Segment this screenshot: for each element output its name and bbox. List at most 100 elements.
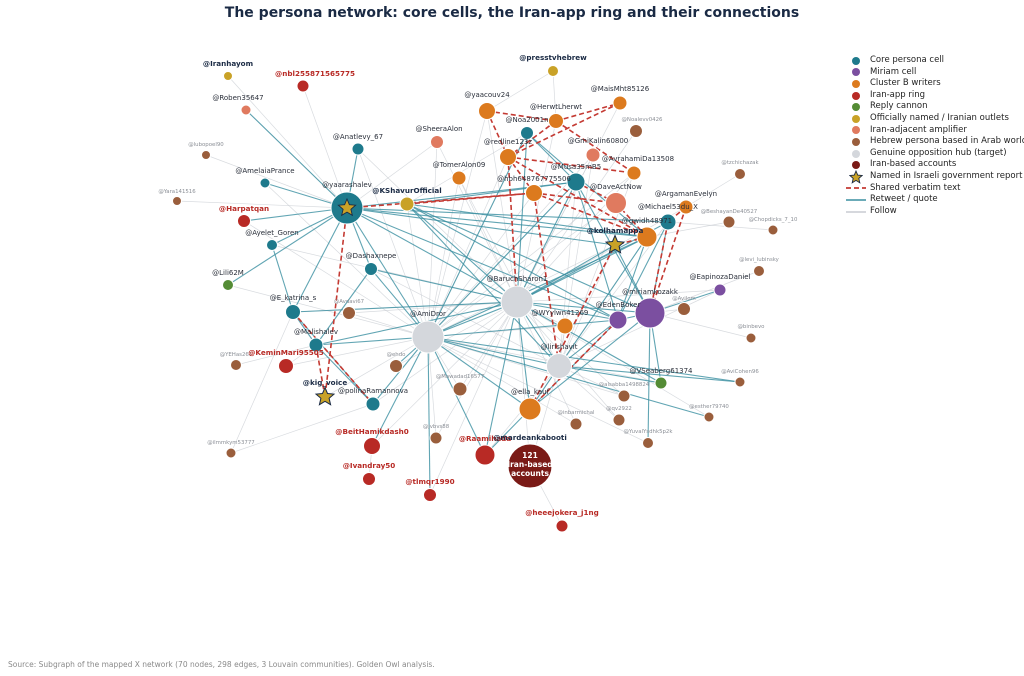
- node-lubopoel: [201, 150, 211, 160]
- legend-label: Core persona cell: [870, 55, 945, 65]
- shared-text-edge: [533, 192, 560, 367]
- legend-item: Cluster B writers: [846, 78, 1024, 90]
- node-musa: [566, 172, 586, 192]
- retweet-edge: [406, 203, 518, 303]
- retweet-edge: [243, 207, 348, 222]
- retweet-edge: [427, 336, 741, 383]
- legend-swatch-iranBased: [846, 160, 866, 170]
- retweet-edge: [427, 181, 577, 338]
- retweet-edge: [370, 268, 518, 303]
- node-label-edenboker: @EdenBoker: [596, 301, 641, 309]
- node-label-raamihada: @Raamihada: [459, 434, 511, 443]
- follow-edge: [427, 177, 460, 338]
- retweet-edge: [516, 301, 619, 321]
- legend-item: Shared verbatim text: [846, 183, 1024, 195]
- node-label-dashax: @Dashaxnepe: [346, 252, 397, 260]
- node-miriam: [634, 297, 666, 329]
- follow-edge: [227, 75, 348, 209]
- node-gwidh: [636, 226, 658, 248]
- node-ytehas: [230, 359, 242, 371]
- node-labels: @Iranhayom @nbl255871565775 @Roben35647 @pr…: [158, 53, 798, 517]
- node-label-jvbvs: @jvbvs88: [423, 424, 450, 430]
- shared-text-edge: [555, 102, 621, 122]
- node-label-tomer: @TomerAlon09: [433, 161, 486, 169]
- node-noalev: [629, 124, 643, 138]
- node-label-argaman: @ArgamanEvelyn: [655, 190, 717, 198]
- retweet-edge: [271, 244, 294, 313]
- legend-item: Follow: [846, 206, 1024, 218]
- node-label-herwt: @HerwtLherwt: [530, 103, 582, 111]
- retweet-edge: [427, 236, 648, 338]
- node-amelaia: [259, 177, 271, 189]
- node-label-michael: @Michael53du_X: [638, 203, 698, 211]
- shared-text-edge: [529, 319, 619, 410]
- node-label-vseaberg: @VSeaberg61374: [629, 367, 693, 375]
- retweet-edge: [406, 203, 651, 314]
- node-yuvalyh: [642, 437, 654, 449]
- legend-label: Hebrew persona based in Arab world: [870, 136, 1024, 147]
- retweet-edge: [346, 207, 518, 303]
- follow-edge: [436, 141, 518, 303]
- node-label-binbevo: @binbevo: [738, 324, 765, 330]
- node-esther: [703, 411, 715, 423]
- follow-edge: [372, 301, 518, 405]
- follow-edge: [427, 156, 509, 338]
- node-nbl: [296, 79, 310, 93]
- retweet-edge: [529, 236, 648, 410]
- retweet-edge: [371, 336, 429, 447]
- legend-swatch-reply: [846, 102, 866, 112]
- legend-item: Officially named / Iranian outlets: [846, 113, 1024, 125]
- node-label-chopdicks: @Chopdicks_7_10: [749, 217, 798, 223]
- iran-based-text: Iran-based: [507, 460, 552, 469]
- node-daveact: [605, 192, 627, 214]
- node-yara: [172, 196, 182, 206]
- legend-swatch-iranAdj: [846, 125, 866, 135]
- retweet-edge: [575, 181, 619, 321]
- follow-edge: [371, 301, 518, 447]
- follow-edge: [558, 289, 721, 367]
- follow-edge: [552, 70, 557, 122]
- retweet-edge: [516, 301, 531, 410]
- node-sheera: [430, 135, 444, 149]
- node-label-qv2922: @qv2922: [606, 406, 632, 412]
- chart-title: The persona network: core cells, the Ira…: [224, 5, 800, 21]
- retweet-edge: [427, 336, 531, 410]
- follow-edge: [558, 244, 616, 367]
- node-hbh: [525, 184, 543, 202]
- follow-edge: [346, 141, 438, 209]
- legend-label: Reply cannon: [870, 101, 928, 112]
- shared-text-edge: [346, 192, 535, 209]
- node-binbevo: [745, 332, 757, 344]
- retweet-edge: [484, 301, 518, 456]
- retweet-edge: [427, 336, 710, 418]
- node-label-presstv: @presstvhebrew: [519, 53, 587, 62]
- node-yaacouv: [478, 102, 496, 120]
- shared-text-edge: [507, 156, 648, 238]
- node-label-noalev: @Noalevv0426: [622, 117, 664, 123]
- node-label-amidror: @AmiDror: [410, 310, 446, 318]
- shared-text-edge: [315, 344, 326, 398]
- node-label-kemin: @KeminMari95505: [248, 348, 324, 357]
- follow-edge: [558, 181, 577, 367]
- node-gmikalin: [585, 147, 601, 163]
- legend-item: Hebrew persona based in Arab world: [846, 136, 1024, 148]
- retweet-edge: [346, 207, 616, 246]
- node-avdavi: [342, 306, 356, 320]
- legend-swatch-clusterB: [846, 79, 866, 89]
- legend-item: Core persona cell: [846, 55, 1024, 67]
- nodes: 121 Iran-based accounts: [172, 65, 779, 533]
- node-roben: [240, 104, 252, 116]
- legend-label: Officially named / Iranian outlets: [870, 112, 1009, 123]
- node-label-esther: @esther79740: [689, 404, 729, 410]
- node-label-ehdo: @ehdo: [387, 352, 406, 358]
- follow-edge: [429, 301, 518, 496]
- node-michael: [659, 213, 677, 231]
- node-iranbased: [507, 443, 553, 489]
- retweet-edge: [406, 203, 619, 321]
- follow-edge: [205, 154, 348, 209]
- node-label-tzachi: @tzchichazak: [721, 160, 759, 166]
- node-label-ytehas: @YEHas261: [220, 352, 253, 358]
- shared-text-edge: [507, 102, 621, 158]
- node-star-kig: [314, 386, 336, 406]
